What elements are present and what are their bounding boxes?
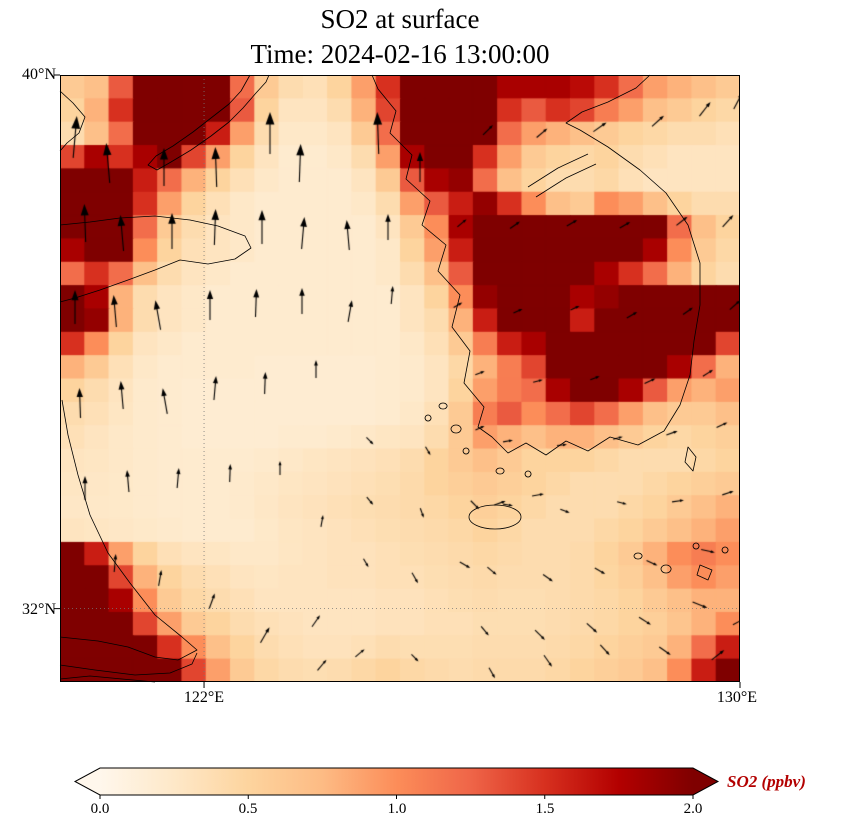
coastline [721, 546, 729, 554]
coastline [59, 652, 198, 676]
coastline [371, 74, 701, 456]
colorbar-ticks [99, 795, 694, 799]
colorbar: 0.0 0.5 1.0 1.5 2.0 SO2 (ppbv) [73, 767, 806, 828]
colorbar-label: SO2 (ppbv) [727, 772, 806, 791]
coastline [59, 675, 156, 683]
coastline [684, 446, 697, 472]
coastline [660, 564, 672, 574]
coastline [450, 424, 462, 434]
axes-frame [60, 75, 740, 682]
colorbar-over-arrow [693, 768, 718, 795]
coastline [462, 447, 470, 455]
coastline [59, 90, 86, 152]
map-area [54, 74, 741, 688]
coastline [495, 467, 505, 475]
title-line-1: SO2 at surface [320, 4, 480, 34]
map-overlay-svg [54, 74, 741, 688]
coastline [692, 542, 700, 550]
colorbar-tick-label: 1.5 [535, 801, 555, 817]
colorbar-svg [73, 767, 720, 799]
colorbar-tick-label: 0.0 [90, 801, 110, 817]
coastline [468, 504, 522, 530]
coastline [696, 564, 713, 581]
coastline [524, 470, 532, 478]
so2-heatmap-canvas [60, 75, 740, 682]
xtick-label-130e: 130°E [716, 689, 758, 706]
colorbar-tick-label: 0.5 [238, 801, 258, 817]
title-line-2: Time: 2024-02-16 13:00:00 [250, 38, 550, 69]
xtick-label-122e: 122°E [183, 689, 225, 706]
colorbar-gradient [100, 768, 693, 795]
coastline [535, 163, 597, 198]
coastline [527, 153, 589, 188]
colorbar-tick-label: 1.0 [387, 801, 407, 817]
colorbar-tick-label: 2.0 [683, 801, 703, 817]
coastline [633, 552, 643, 560]
colorbar-under-arrow [75, 768, 100, 795]
ytick-label-40n: 40°N [22, 66, 56, 83]
coastline [424, 414, 432, 422]
coastline [438, 402, 448, 410]
coastline [59, 399, 198, 661]
coastline [59, 215, 252, 303]
ytick-label-32n: 32°N [22, 601, 56, 618]
coastline [147, 74, 270, 171]
chart-title: SO2 at surface Time: 2024-02-16 13:00:00 [60, 2, 740, 71]
